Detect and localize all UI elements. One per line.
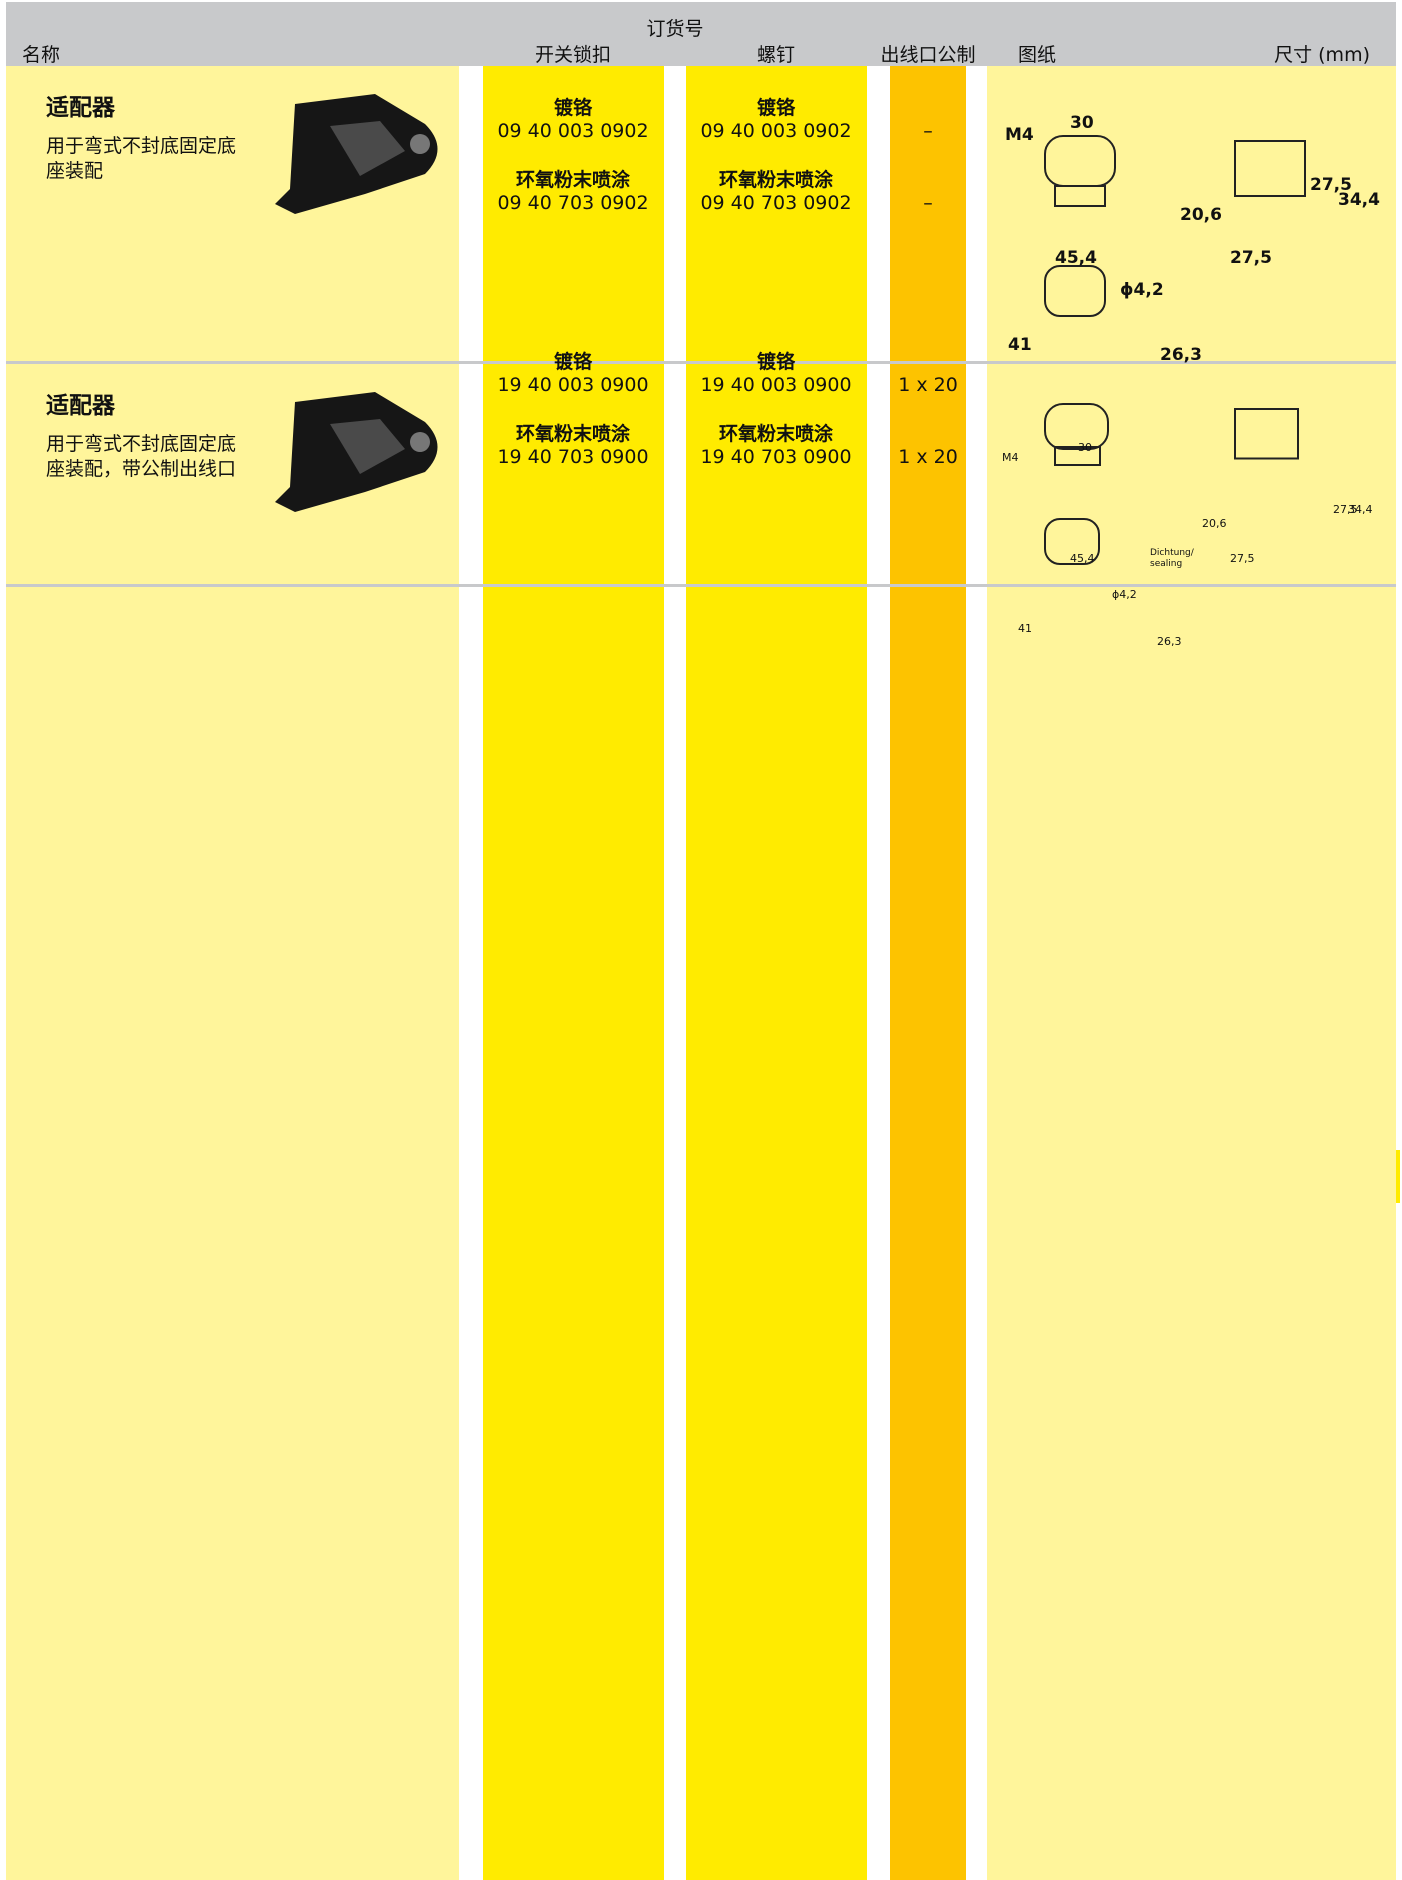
outlet-size: – bbox=[923, 120, 933, 142]
dimension-label: 20,6 bbox=[1180, 205, 1222, 225]
dimension-label: 45,4 bbox=[1070, 552, 1095, 565]
photo-screw bbox=[410, 134, 430, 154]
dimension-label: M4 bbox=[1002, 451, 1019, 464]
header-bar bbox=[6, 2, 1396, 66]
item-title: 适配器 bbox=[46, 393, 115, 419]
dimension-label: sealing bbox=[1150, 559, 1183, 569]
row-divider bbox=[6, 361, 1396, 364]
drawing-part bbox=[1044, 403, 1109, 450]
drawing-part bbox=[1234, 140, 1306, 197]
col-screw bbox=[686, 66, 867, 1880]
latch-code: 09 40 003 0902 bbox=[497, 120, 649, 142]
col-outlet bbox=[890, 66, 966, 1880]
drawing-part bbox=[1044, 135, 1116, 187]
header-label: 名称 bbox=[22, 44, 61, 66]
finish-label: 镀铬 bbox=[756, 351, 796, 373]
item-description: 用于弯式不封底固定底座装配 bbox=[46, 135, 237, 182]
item-description: 用于弯式不封底固定底座装配，带公制出线口 bbox=[46, 433, 237, 480]
dimension-label: 27,5 bbox=[1230, 248, 1272, 268]
outlet-size: 1 x 20 bbox=[898, 374, 958, 396]
dimension-label: Dichtung/ bbox=[1150, 548, 1194, 558]
screw-code: 09 40 003 0902 bbox=[700, 120, 852, 142]
dimension-label: M4 bbox=[1005, 125, 1034, 145]
dimension-label: ϕ4,2 bbox=[1112, 588, 1137, 601]
dimension-label: 41 bbox=[1008, 335, 1032, 355]
latch-code: 19 40 703 0900 bbox=[497, 446, 649, 468]
drawing-part bbox=[1054, 185, 1106, 207]
finish-label: 环氧粉末喷涂 bbox=[515, 423, 631, 445]
dimension-label: 30 bbox=[1070, 113, 1094, 133]
row-divider bbox=[6, 584, 1396, 587]
dimension-label: 26,3 bbox=[1160, 345, 1202, 365]
drawing-part bbox=[1234, 408, 1299, 460]
dimension-label: 34,4 bbox=[1348, 503, 1373, 516]
finish-label: 镀铬 bbox=[756, 97, 796, 119]
finish-label: 环氧粉末喷涂 bbox=[515, 169, 631, 191]
edge-marker bbox=[1396, 1150, 1400, 1203]
photo-screw bbox=[410, 432, 430, 452]
screw-code: 09 40 703 0902 bbox=[700, 192, 852, 214]
col-latch bbox=[483, 66, 664, 1880]
dimension-label: ϕ4,2 bbox=[1120, 280, 1164, 300]
col-name bbox=[6, 66, 459, 1880]
col-drawing bbox=[987, 66, 1396, 1880]
finish-label: 环氧粉末喷涂 bbox=[718, 423, 834, 445]
dimension-label: 34,4 bbox=[1338, 190, 1380, 210]
finish-label: 环氧粉末喷涂 bbox=[718, 169, 834, 191]
outlet-size: 1 x 20 bbox=[898, 446, 958, 468]
header-label: 图纸 bbox=[1018, 44, 1057, 66]
latch-code: 09 40 703 0902 bbox=[497, 192, 649, 214]
header-group: 订货号 bbox=[646, 18, 704, 40]
header-label: 开关锁扣 bbox=[534, 44, 612, 66]
drawing-part bbox=[1044, 518, 1100, 565]
outlet-size: – bbox=[923, 192, 933, 214]
drawing-part bbox=[1044, 265, 1106, 317]
latch-code: 19 40 003 0900 bbox=[497, 374, 649, 396]
photo-window bbox=[330, 121, 405, 176]
photo-window bbox=[330, 419, 405, 474]
header-label: 螺钉 bbox=[756, 44, 796, 66]
dimension-label: 27,5 bbox=[1230, 552, 1255, 565]
header-label: 出线口公制 bbox=[880, 44, 976, 66]
dimension-label: 41 bbox=[1018, 622, 1032, 635]
finish-label: 镀铬 bbox=[553, 97, 593, 119]
dimension-label: 27,5 bbox=[1333, 503, 1358, 516]
dimension-label: 30 bbox=[1078, 441, 1092, 454]
finish-label: 镀铬 bbox=[553, 351, 593, 373]
dimension-label: 20,6 bbox=[1202, 517, 1227, 530]
drawing-part bbox=[1054, 446, 1101, 466]
dimension-label: 26,3 bbox=[1157, 635, 1182, 648]
screw-code: 19 40 703 0900 bbox=[700, 446, 852, 468]
item-title: 适配器 bbox=[46, 95, 115, 121]
dimension-label: 45,4 bbox=[1055, 248, 1097, 268]
header-label: 尺寸 (mm) bbox=[1274, 44, 1370, 66]
dimension-label: 27,5 bbox=[1310, 175, 1352, 195]
screw-code: 19 40 003 0900 bbox=[700, 374, 852, 396]
